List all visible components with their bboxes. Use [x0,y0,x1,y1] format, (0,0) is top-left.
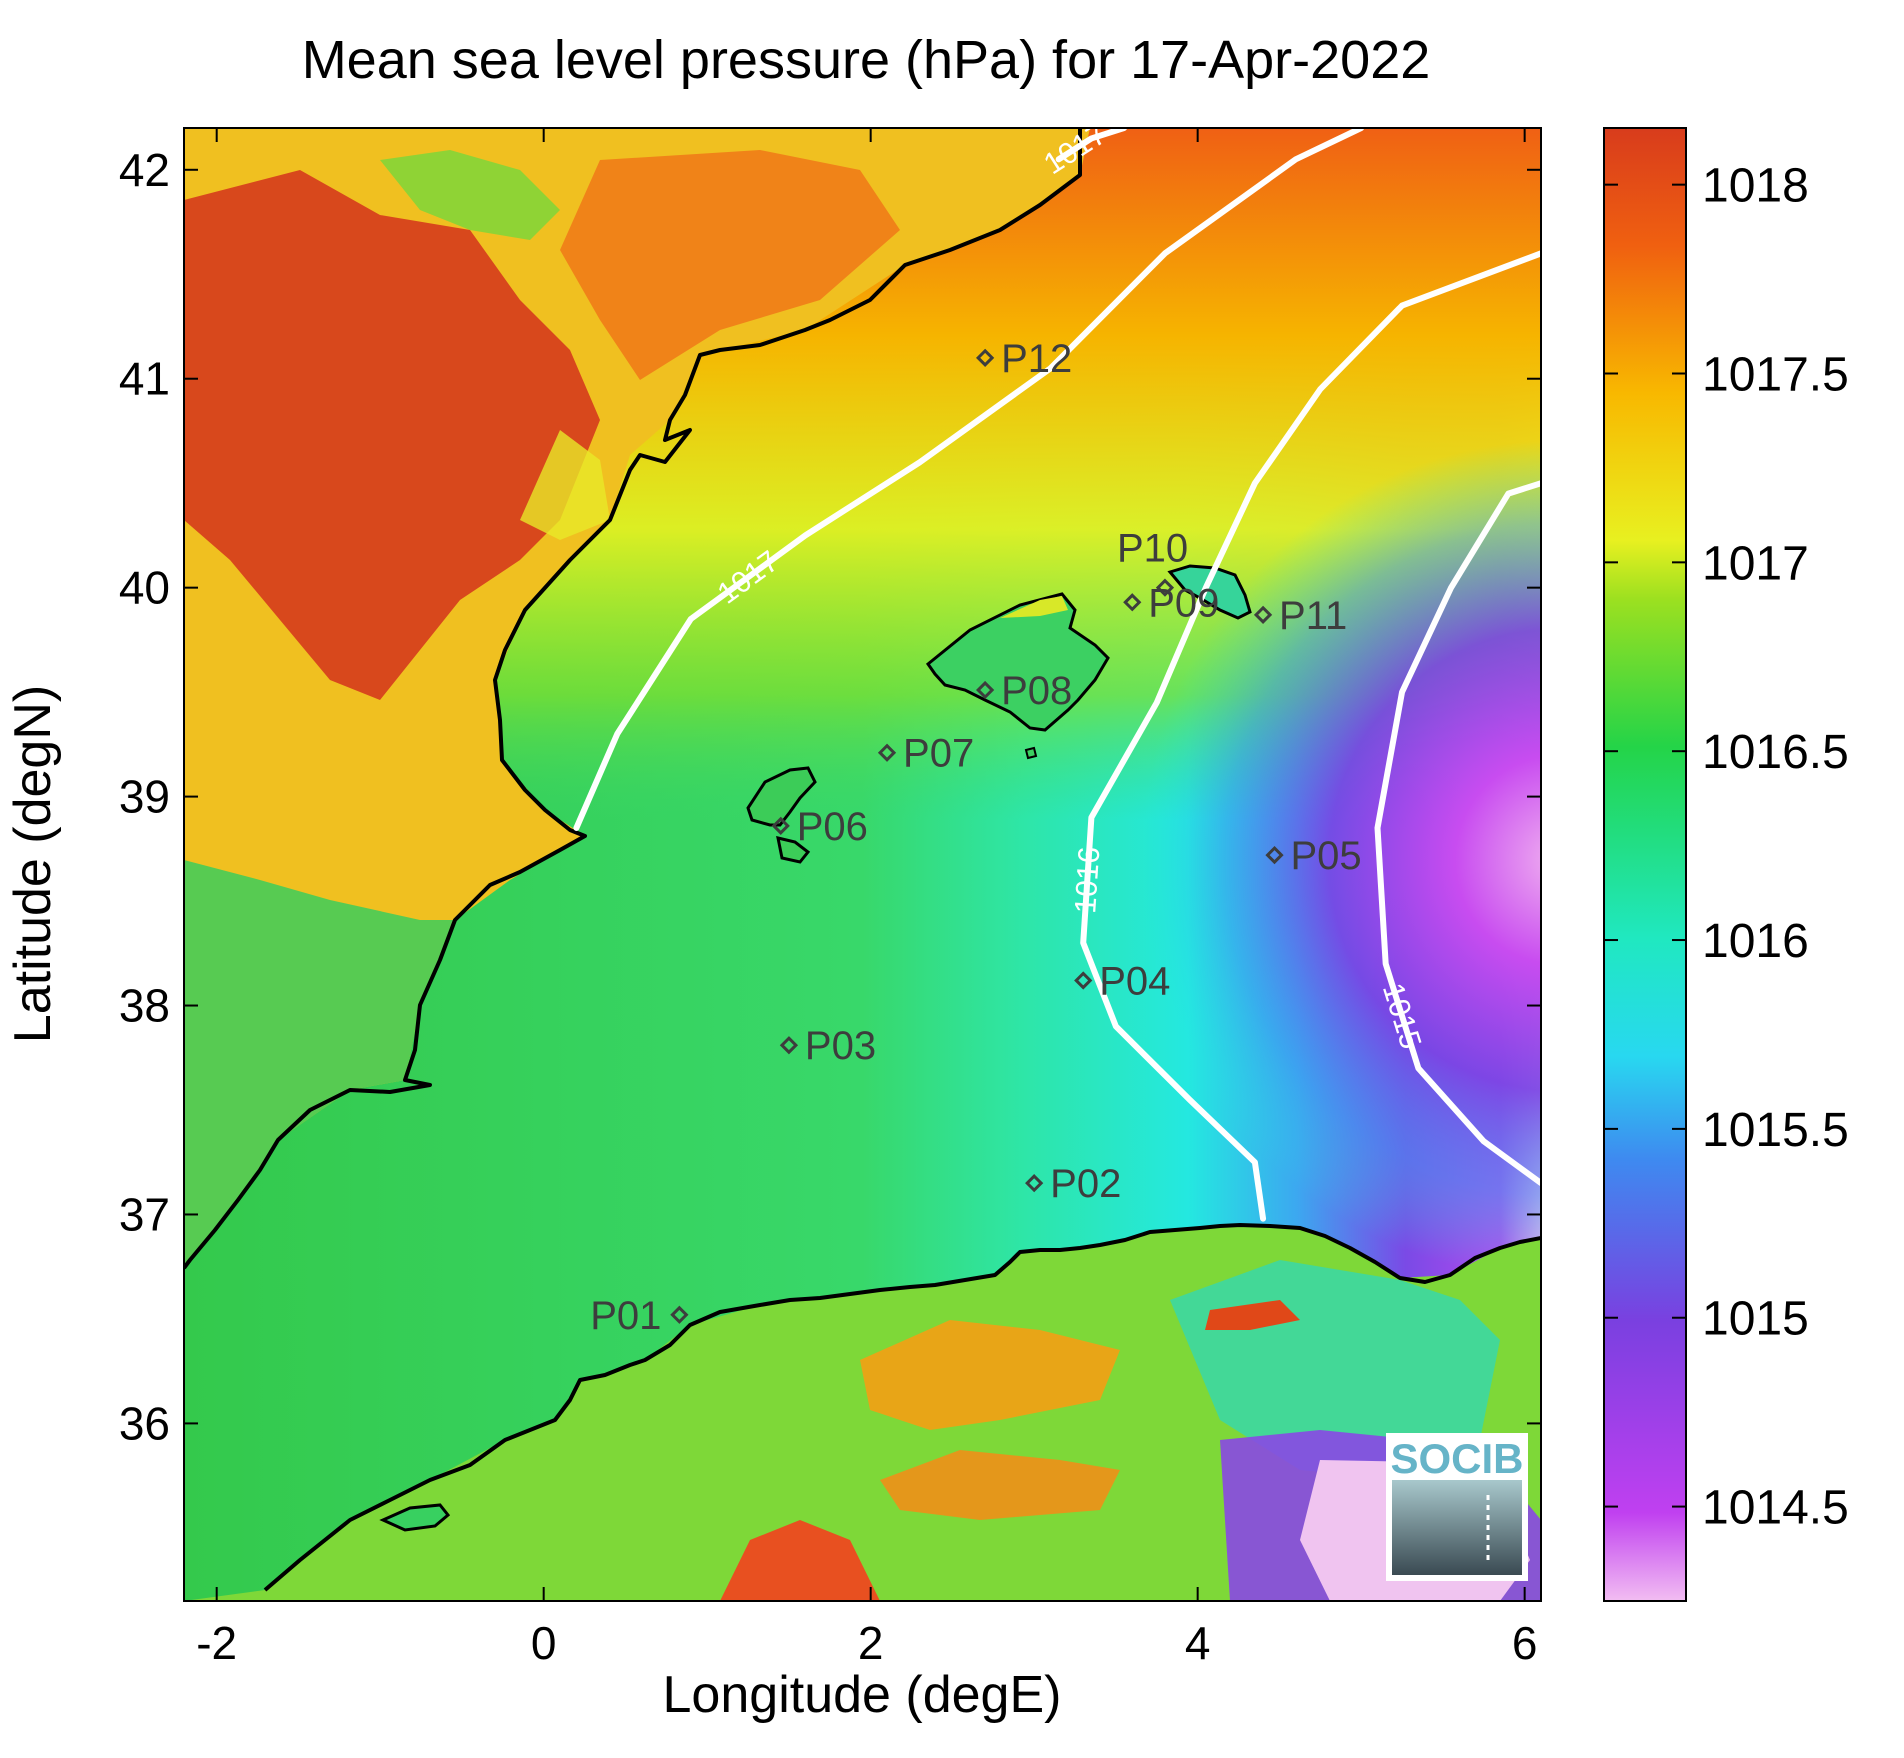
atlas-south-high [720,1520,880,1601]
y-tick-label: 39 [119,771,170,823]
station-marker-p10[interactable] [1155,578,1175,597]
alboran-island [379,1503,451,1532]
station-label-p04: P04 [1099,959,1170,1003]
colorbar-tick-label: 1017 [1702,537,1809,590]
station-label-p07: P07 [903,732,974,776]
iberia-central-yellow [520,430,610,540]
colorbar-ticks: 1014.5 1015 1015.5 1016 1016.5 1017 1017.5 1018 [1604,160,1849,1535]
colorbar-tick-label: 1015.5 [1702,1104,1849,1157]
atlas-south-orange [880,1450,1120,1520]
colorbar-gradient [1603,127,1687,1602]
station-marker-p12[interactable] [975,348,995,367]
x-tick-label: 4 [1185,1617,1211,1669]
isobar-line [573,128,1365,831]
y-tick-label: 40 [119,562,170,614]
socib-logo: SOCIB [1386,1433,1528,1581]
cabrera-island [1024,746,1038,760]
colorbar-tick-label: 1015 [1702,1293,1809,1346]
station-label-p03: P03 [805,1024,876,1068]
station-label-p06: P06 [797,805,868,849]
station-label-p10: P10 [1117,527,1188,571]
station-marker-p08[interactable] [975,680,995,700]
station-label-p12: P12 [1001,337,1072,381]
y-tick-label: 36 [119,1397,170,1449]
x-tick-label: 6 [1512,1617,1538,1669]
y-tick-label: 37 [119,1188,170,1240]
formentera-island [776,836,811,864]
station-marker-p02[interactable] [1025,1174,1044,1193]
station-label-p11: P11 [1279,594,1347,638]
colorbar-tick-label: 1014.5 [1702,1482,1849,1535]
colorbar-tick-label: 1018 [1702,160,1809,213]
mallorca-island [925,592,1110,732]
mallorca-yellow-range [1000,596,1068,618]
y-axis-label: Latitude (degN) [4,685,62,1043]
station-label-p08: P08 [1001,669,1072,713]
isobar-label: 1016 [1069,846,1106,915]
socib-logo-text: SOCIB [1390,1435,1523,1482]
x-tick-label: -2 [196,1617,237,1669]
colorbar-tick-label: 1017.5 [1702,349,1849,402]
colorbar-tick-label: 1016.5 [1702,726,1849,779]
station-marker-p07[interactable] [877,743,897,762]
station-marker-p11[interactable] [1253,605,1273,624]
station-marker-p03[interactable] [779,1036,799,1055]
x-axis-label: Longitude (degE) [663,1666,1062,1724]
station-label-p01: P01 [590,1294,661,1338]
iberia-south-lowland [184,860,455,1270]
station-label-p05: P05 [1291,834,1362,878]
plot-frame [183,127,1542,1602]
colorbar-tick-label: 1016 [1702,915,1809,968]
ibiza-island [746,766,817,827]
isobar-line [1055,128,1128,163]
station-label-p02: P02 [1050,1162,1121,1206]
africa-coastline [263,1223,1541,1592]
iberia-interior-high [184,170,600,700]
y-tick-label: 41 [119,353,170,405]
y-tick-label: 42 [119,144,170,196]
station-marker-p06[interactable] [771,816,790,835]
axes: -2 0 2 4 6 36 37 38 39 40 41 42 [119,128,1541,1669]
atlas-peaks [860,1320,1120,1430]
iberia-coastline [184,128,1082,1270]
isobar-line [1374,480,1541,1187]
chart-title: Mean sea level pressure (hPa) for 17-Apr… [302,30,1431,90]
station-marker-p09[interactable] [1123,593,1142,612]
y-tick-label: 38 [119,980,170,1032]
station-marker-p04[interactable] [1074,971,1093,990]
station-marker-p05[interactable] [1265,845,1284,865]
iberia-coastal-orange [560,150,900,380]
station-marker-p01[interactable] [670,1305,689,1324]
colorbar: 1014.5 1015 1015.5 1016 1016.5 1017 1017.5 1018 [1603,127,1849,1602]
atlas-peaks-red [1205,1300,1300,1330]
iberia-north-green [380,150,560,240]
isobar-line [1080,250,1541,1222]
menorca-island [1167,564,1252,620]
x-tick-label: 0 [531,1617,557,1669]
x-tick-label: 2 [858,1617,884,1669]
